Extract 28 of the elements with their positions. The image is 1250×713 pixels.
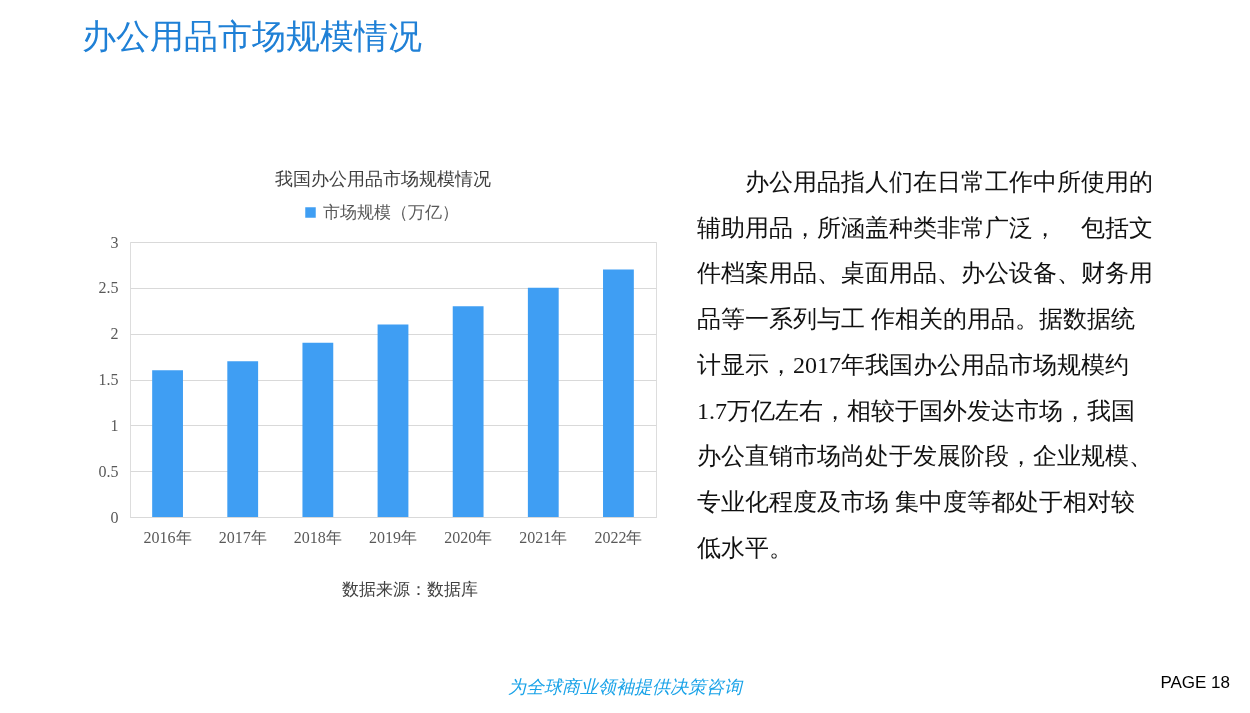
- chart-title: 办公用品市场规模情况: [82, 17, 422, 55]
- bar: [302, 342, 334, 517]
- text: PAGE 18: [1160, 673, 1230, 692]
- x-tick-label: 2019年: [369, 528, 417, 546]
- source-note: 数据来源：数据库: [342, 580, 478, 599]
- legend-label: 市场规模（万亿）: [323, 202, 459, 222]
- x-tick-label: 2021年: [519, 528, 568, 546]
- x-tick-label: 2018年: [293, 528, 342, 546]
- x-tick-label: 2016年: [143, 528, 192, 546]
- x-tick-label: 2020年: [444, 528, 493, 546]
- bar: [527, 287, 559, 517]
- x-tick-label: 2017年: [218, 528, 267, 546]
- chart-subtitle: 我国办公用品市场规模情况: [275, 169, 491, 189]
- y-tick-label: 0: [110, 508, 119, 526]
- y-tick-label: 1.5: [98, 371, 119, 388]
- y-tick-label: 1: [110, 416, 119, 434]
- y-tick-label: 3: [110, 233, 119, 251]
- y-tick-label: 2.5: [98, 279, 119, 297]
- bar: [377, 324, 409, 517]
- y-tick-label: 0.5: [98, 462, 119, 480]
- text: 办公用品指人们在日常工作中所使用的辅助用品，所涵盖种类非常广泛， 包括文件档案用品、桌面用品、办公设备、财务用品等一系列与工 作相关的用品。据数据统计显示，2017年我国办公用品市场规模约1.7万亿左右，相较于国外发达市场，我国办公直销市场尚处于发展阶段，企业规模、专业化程度及市场 集中度等都处于相对较低水平。: [697, 169, 1153, 561]
- bar: [603, 269, 634, 517]
- bar: [152, 370, 183, 517]
- bar: [227, 361, 259, 517]
- x-tick-label: 2022年: [594, 528, 643, 546]
- y-tick-label: 2: [110, 325, 119, 343]
- text: 为全球商业领袖提供决策咨询: [508, 677, 744, 697]
- bar: [452, 306, 484, 517]
